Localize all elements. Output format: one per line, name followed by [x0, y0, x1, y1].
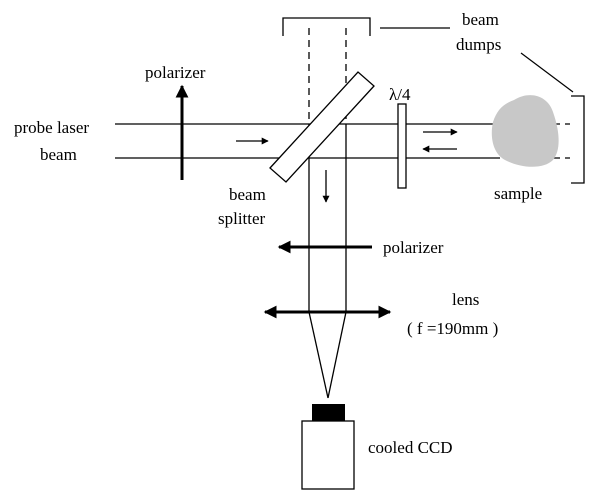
- detection-beam: [308, 128, 347, 399]
- beam-splitter-label-line1: beam: [229, 185, 266, 204]
- probe-label-line1: probe laser: [14, 118, 89, 137]
- top-beam-dump: [282, 17, 371, 36]
- lens-label: lens: [452, 290, 479, 309]
- ccd-sensor: [312, 404, 345, 421]
- analyzer-polarizer-label: polarizer: [383, 238, 444, 257]
- cooled-ccd: [301, 404, 355, 490]
- quarter-wave-plate: [397, 103, 407, 189]
- beam-dumps-label-line1: beam: [462, 10, 499, 29]
- focal-length-label: ( f =190mm ): [407, 319, 498, 338]
- quarter-wave-label: λ/4: [389, 85, 411, 104]
- ccd-body: [301, 420, 355, 490]
- beam-dumps-leaders: [380, 27, 574, 93]
- sample-label: sample: [494, 184, 542, 203]
- right-beam-dump: [571, 95, 585, 184]
- beam-splitter-label-line2: splitter: [218, 209, 266, 228]
- beam-splitter: [269, 71, 375, 183]
- sample: [491, 95, 559, 167]
- probe-label-line2: beam: [40, 145, 77, 164]
- beam-dumps-label-line2: dumps: [456, 35, 501, 54]
- ccd-label: cooled CCD: [368, 438, 453, 457]
- input-polarizer-label: polarizer: [145, 63, 206, 82]
